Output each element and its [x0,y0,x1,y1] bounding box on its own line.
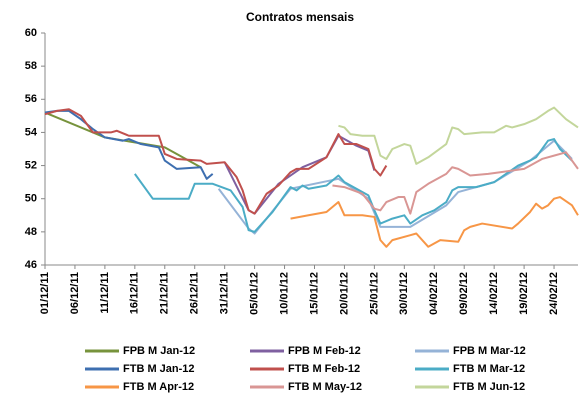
x-tick-label: 19/02/12 [518,272,530,315]
x-tick-label: 05/01/12 [249,272,261,315]
legend-label: FTB M Apr-12 [123,381,194,393]
series-line [44,108,388,215]
y-tick-label: 50 [25,193,37,205]
x-tick-label: 25/01/12 [368,272,380,315]
legend-label: FPB M Mar-12 [453,345,526,357]
x-tick-label: 16/12/11 [129,272,141,314]
x-tick-label: 11/12/11 [99,272,111,314]
series-line [338,106,579,165]
x-tick-label: 20/01/12 [338,272,350,315]
y-tick-label: 54 [25,126,38,138]
series-line [44,109,214,180]
x-tick-label: 21/12/11 [159,272,171,314]
x-tick-label: 14/02/12 [488,272,500,315]
x-tick-label: 04/02/12 [428,272,440,315]
x-tick-label: 24/02/12 [548,272,560,315]
y-tick-label: 46 [25,259,37,271]
series-line [290,196,579,248]
x-tick-label: 10/01/12 [278,272,290,315]
legend-label: FPB M Feb-12 [288,345,361,357]
x-tick-label: 01/12/11 [39,272,51,314]
legend-label: FTB M Jan-12 [123,363,195,375]
legend-label: FPB M Jan-12 [123,345,195,357]
legend-label: FTB M Feb-12 [288,363,360,375]
y-tick-label: 56 [25,93,37,105]
y-tick-label: 58 [25,60,37,72]
x-tick-label: 30/01/12 [398,272,410,315]
y-tick-label: 52 [25,159,37,171]
x-tick-label: 09/02/12 [458,272,470,315]
x-tick-label: 06/12/11 [69,272,81,314]
chart-title: Contratos mensais [246,10,354,24]
series-line [134,138,573,233]
x-tick-label: 15/01/12 [308,272,320,315]
x-tick-label: 31/12/11 [219,272,231,314]
series-line [332,151,579,215]
y-tick-label: 48 [25,226,37,238]
series-line [217,139,573,235]
legend-label: FTB M Mar-12 [453,363,525,375]
y-tick-label: 60 [25,27,37,39]
legend-label: FTB M Jun-12 [453,381,525,393]
x-tick-label: 26/12/11 [189,272,201,314]
legend-label: FTB M May-12 [288,381,362,393]
